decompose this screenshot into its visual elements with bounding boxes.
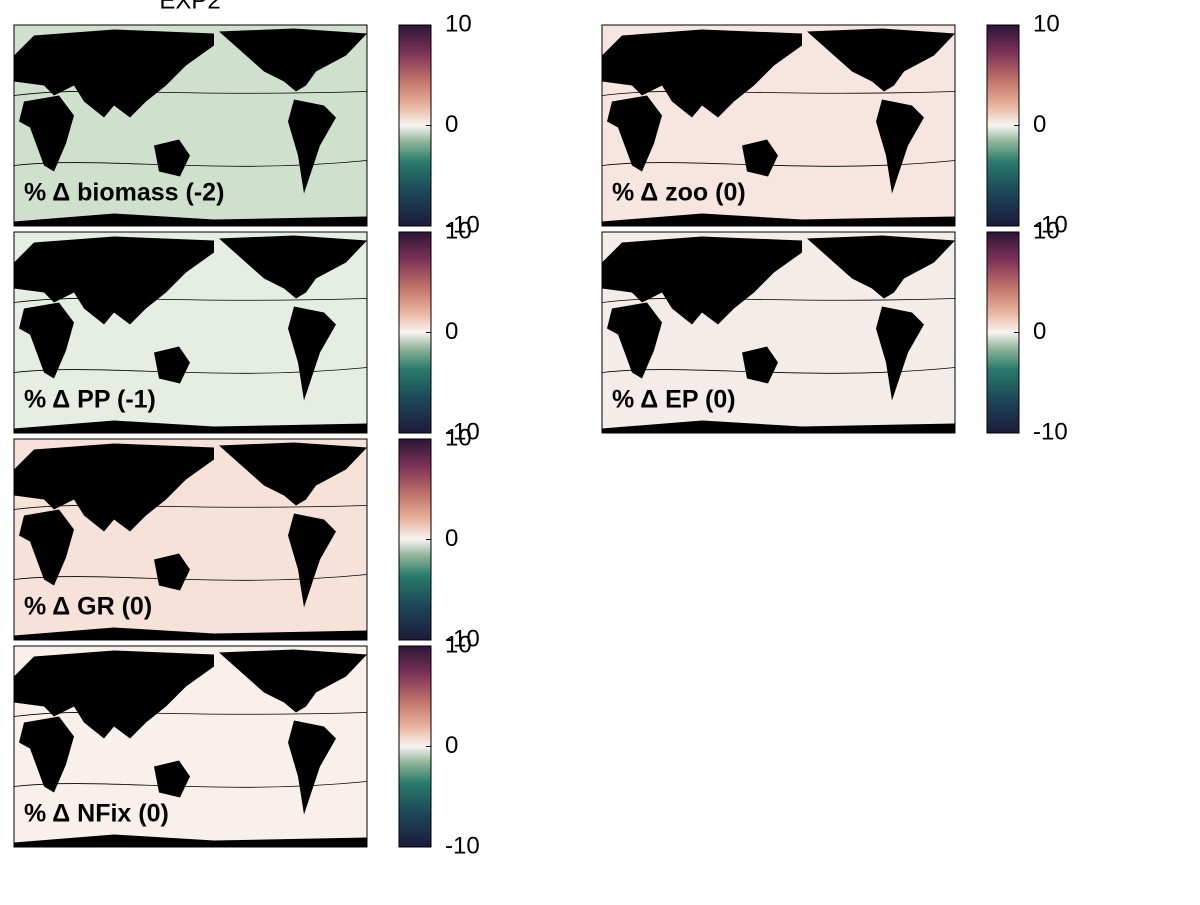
colorbar-tick-label: -10 [1033, 418, 1068, 445]
map-frame [13, 231, 368, 434]
map-frame [13, 438, 368, 641]
colorbar-tick-label: 0 [1033, 318, 1046, 345]
colorbar-tick-label: 0 [445, 732, 458, 759]
colorbar-tick-label: 10 [1033, 10, 1060, 37]
colorbar [398, 645, 432, 848]
colorbar-tick-label: -10 [445, 211, 480, 238]
colorbar-tick-label: 10 [445, 424, 472, 451]
colorbar-tick-label: 10 [445, 631, 472, 658]
map-frame [601, 24, 956, 227]
panel-label: % Δ NFix (0) [24, 800, 169, 828]
colorbar-tick-label: 10 [445, 10, 472, 37]
panel-label: % Δ EP (0) [612, 386, 736, 414]
colorbar-tick-label: -10 [445, 625, 480, 652]
map-frame [13, 24, 368, 227]
colorbar [398, 438, 432, 641]
colorbar [398, 231, 432, 434]
colorbar [398, 24, 432, 227]
colorbar-tick-label: -10 [445, 832, 480, 859]
colorbar-tick-label: -10 [445, 418, 480, 445]
colorbar-tick-label: 0 [445, 525, 458, 552]
colorbar-tick-label: 0 [1033, 111, 1046, 138]
colorbar-tick-label: 0 [445, 318, 458, 345]
colorbar [986, 231, 1020, 434]
map-frame [601, 231, 956, 434]
map-frame [13, 645, 368, 848]
colorbar [986, 24, 1020, 227]
panel-label: % Δ zoo (0) [612, 179, 746, 207]
figure-title: EXP2 [159, 0, 220, 14]
colorbar-tick-label: 10 [445, 217, 472, 244]
colorbar-tick-label: 0 [445, 111, 458, 138]
colorbar-tick-label: -10 [1033, 211, 1068, 238]
colorbar-tick-label: 10 [1033, 217, 1060, 244]
panel-label: % Δ biomass (-2) [24, 179, 224, 207]
panel-label: % Δ PP (-1) [24, 386, 156, 414]
panel-label: % Δ GR (0) [24, 593, 152, 621]
